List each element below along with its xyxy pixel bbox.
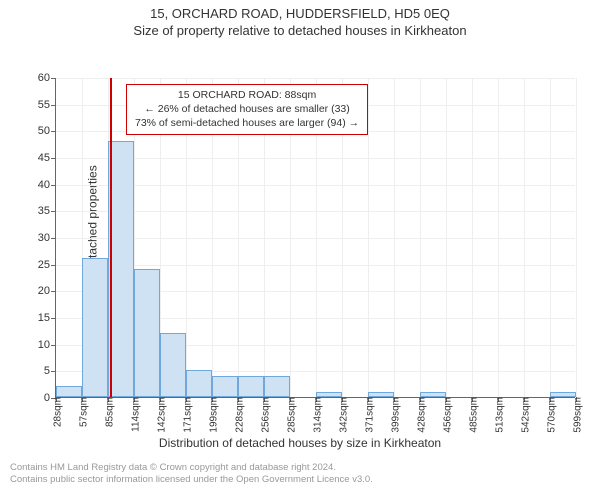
histogram-bar: [550, 392, 576, 397]
histogram-bar: [186, 370, 211, 397]
histogram-bar: [134, 269, 159, 397]
x-tick-label: 428sqm: [413, 397, 428, 433]
grid-line-v: [420, 78, 421, 397]
x-tick-label: 599sqm: [569, 397, 584, 433]
chart-header: 15, ORCHARD ROAD, HUDDERSFIELD, HD5 0EQ …: [0, 0, 600, 38]
grid-line-v: [576, 78, 577, 397]
histogram-bar: [264, 376, 290, 397]
grid-line-v: [498, 78, 499, 397]
chart-container: Number of detached properties 0510152025…: [0, 38, 600, 458]
header-subtitle: Size of property relative to detached ho…: [0, 23, 600, 38]
y-tick-label: 5: [44, 365, 56, 377]
histogram-bar: [212, 376, 238, 397]
histogram-bar: [316, 392, 341, 397]
x-tick-label: 542sqm: [517, 397, 532, 433]
x-tick-label: 513sqm: [491, 397, 506, 433]
histogram-bar: [56, 386, 82, 397]
x-tick-label: 456sqm: [439, 397, 454, 433]
grid-line-v: [550, 78, 551, 397]
x-tick-label: 114sqm: [127, 397, 142, 432]
annotation-line: 15 ORCHARD ROAD: 88sqm: [135, 88, 359, 102]
histogram-bar: [420, 392, 445, 397]
footer-line2: Contains public sector information licen…: [10, 474, 590, 486]
header-address: 15, ORCHARD ROAD, HUDDERSFIELD, HD5 0EQ: [0, 6, 600, 21]
x-tick-label: 399sqm: [387, 397, 402, 433]
x-tick-label: 57sqm: [75, 397, 90, 427]
marker-line: [110, 78, 112, 397]
x-tick-label: 256sqm: [257, 397, 272, 433]
x-tick-label: 371sqm: [361, 397, 376, 433]
x-tick-label: 199sqm: [205, 397, 220, 433]
plot-area: 05101520253035404550556028sqm57sqm85sqm1…: [55, 78, 575, 398]
y-tick-label: 60: [38, 72, 56, 84]
y-tick-label: 15: [38, 312, 56, 324]
histogram-bar: [108, 141, 134, 397]
x-tick-label: 142sqm: [153, 397, 168, 433]
x-tick-label: 485sqm: [465, 397, 480, 433]
y-tick-label: 50: [38, 125, 56, 137]
annotation-line: 73% of semi-detached houses are larger (…: [135, 116, 359, 130]
y-tick-label: 45: [38, 152, 56, 164]
footer-line1: Contains HM Land Registry data © Crown c…: [10, 462, 590, 474]
grid-line-v: [446, 78, 447, 397]
y-tick-label: 10: [38, 339, 56, 351]
x-tick-label: 28sqm: [49, 397, 64, 427]
y-tick-label: 55: [38, 99, 56, 111]
grid-line-v: [472, 78, 473, 397]
y-tick-label: 30: [38, 232, 56, 244]
y-tick-label: 35: [38, 205, 56, 217]
x-tick-label: 285sqm: [283, 397, 298, 433]
grid-line-v: [524, 78, 525, 397]
y-tick-label: 25: [38, 259, 56, 271]
histogram-bar: [238, 376, 263, 397]
histogram-bar: [82, 258, 107, 397]
histogram-bar: [368, 392, 393, 397]
y-tick-label: 20: [38, 285, 56, 297]
y-tick-label: 40: [38, 179, 56, 191]
grid-line-v: [394, 78, 395, 397]
x-axis-label: Distribution of detached houses by size …: [0, 436, 600, 450]
annotation-line: ← 26% of detached houses are smaller (33…: [135, 102, 359, 116]
x-tick-label: 570sqm: [543, 397, 558, 433]
x-tick-label: 171sqm: [179, 397, 194, 433]
histogram-bar: [160, 333, 186, 397]
chart-footer: Contains HM Land Registry data © Crown c…: [0, 458, 600, 487]
annotation-box: 15 ORCHARD ROAD: 88sqm← 26% of detached …: [126, 84, 368, 135]
grid-line-v: [368, 78, 369, 397]
x-tick-label: 85sqm: [101, 397, 116, 427]
x-tick-label: 314sqm: [309, 397, 324, 433]
x-tick-label: 342sqm: [335, 397, 350, 433]
x-tick-label: 228sqm: [231, 397, 246, 433]
